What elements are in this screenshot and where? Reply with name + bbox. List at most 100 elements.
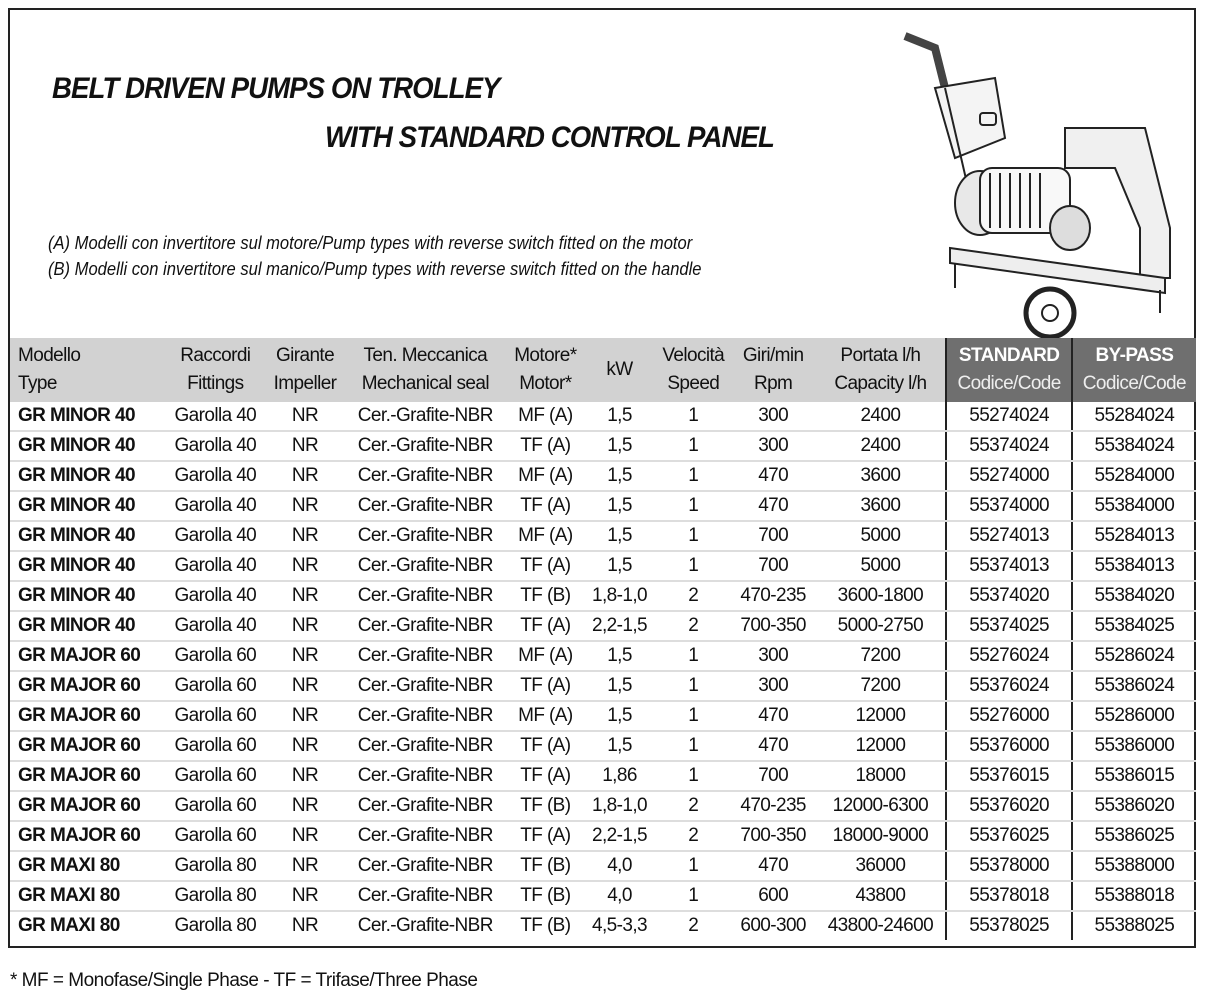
table-cell: GR MAJOR 60 <box>10 731 164 762</box>
table-cell: TF (A) <box>507 731 584 762</box>
table-cell: 470 <box>730 731 816 762</box>
table-cell: 1,5 <box>583 491 656 522</box>
title-line-1: BELT DRIVEN PUMPS ON TROLLEY <box>52 72 500 105</box>
table-cell: Garolla 60 <box>163 791 267 822</box>
table-cell: 55374025 <box>945 611 1072 642</box>
table-cell: NR <box>266 671 344 702</box>
table-cell: 36000 <box>815 851 947 882</box>
table-cell: GR MINOR 40 <box>10 402 164 432</box>
table-cell: 12000 <box>815 701 947 732</box>
table-cell: 1,8-1,0 <box>583 791 656 822</box>
table-cell: 55286024 <box>1070 641 1196 672</box>
table-cell: Cer.-Grafite-NBR <box>343 701 508 732</box>
column-header: Raccordi Fittings <box>163 338 267 402</box>
column-header: Velocità Speed <box>655 338 731 402</box>
table-cell: 470-235 <box>730 581 816 612</box>
table-cell: GR MINOR 40 <box>10 521 164 552</box>
table-row: GR MINOR 40 Garolla 40 NR Cer.-Grafite-NBR T… <box>10 491 1196 522</box>
table-row: GR MAXI 80 Garolla 80 NR Cer.-Grafite-NBR TF… <box>10 851 1196 882</box>
table-cell: 1,5 <box>583 431 656 462</box>
table-cell: 4,0 <box>583 851 656 882</box>
table-cell: 2400 <box>815 431 947 462</box>
table-cell: MF (A) <box>507 641 584 672</box>
table-cell: 55386000 <box>1070 731 1196 762</box>
table-cell: 55388000 <box>1070 851 1196 882</box>
table-cell: GR MAXI 80 <box>10 881 164 912</box>
table-cell: Garolla 80 <box>174 915 257 936</box>
table-cell: 3600 <box>815 461 947 492</box>
table-cell: 2400 <box>815 402 947 432</box>
table-row: GR MINOR 40 Garolla 40 NR Cer.-Grafite-NBR T… <box>10 431 1196 462</box>
table-cell: TF (B) <box>507 581 584 612</box>
table-cell: NR <box>266 551 344 582</box>
table-cell: 43800-24600 <box>827 915 934 936</box>
table-cell: 43800 <box>815 881 947 912</box>
table-cell: 700-350 <box>730 821 816 852</box>
table-cell: 55374000 <box>945 491 1072 522</box>
table-cell: Cer.-Grafite-NBR <box>343 641 508 672</box>
table-cell: 600 <box>730 881 816 912</box>
table-cell: 1,86 <box>583 761 656 792</box>
table-cell: TF (A) <box>507 491 584 522</box>
table-cell: GR MAXI 80 <box>18 915 120 936</box>
table-cell: GR MAJOR 60 <box>10 641 164 672</box>
table-cell: 2 <box>688 915 699 936</box>
table-cell: Garolla 40 <box>163 461 267 492</box>
table-cell: Cer.-Grafite-NBR <box>343 521 508 552</box>
table-cell: TF (B) <box>520 915 571 936</box>
table-cell: TF (A) <box>507 761 584 792</box>
table-cell: Garolla 60 <box>163 731 267 762</box>
table-cell: 55374020 <box>945 581 1072 612</box>
table-cell: 1 <box>655 521 731 552</box>
table-cell: 2,2-1,5 <box>583 821 656 852</box>
table-cell: Cer.-Grafite-NBR <box>343 431 508 462</box>
header-sublabel: Rpm <box>753 373 793 394</box>
table-row: GR MAXI 80 Garolla 80 NR Cer.-Grafite-NBR TF… <box>10 911 1196 940</box>
table-cell: NR <box>266 521 344 552</box>
table-cell: 4,5-3,3 <box>592 915 648 936</box>
table-cell: Garolla 40 <box>163 521 267 552</box>
table-cell: Cer.-Grafite-NBR <box>343 791 508 822</box>
table-cell: MF (A) <box>507 402 584 432</box>
header-sublabel: Codice/Code <box>1082 373 1187 394</box>
table-cell: Garolla 40 <box>163 402 267 432</box>
table-cell: 55274000 <box>945 461 1072 492</box>
table-cell: Garolla 40 <box>163 431 267 462</box>
table-cell: 18000-9000 <box>815 821 947 852</box>
table-cell: GR MINOR 40 <box>10 461 164 492</box>
table-cell: 1,5 <box>583 402 656 432</box>
table-row: GR MINOR 40 Garolla 40 NR Cer.-Grafite-NBR M… <box>10 402 1196 432</box>
table-cell: NR <box>266 491 344 522</box>
table-cell: TF (A) <box>507 611 584 642</box>
table-cell: 600-300 <box>740 915 806 936</box>
table-header-row: Modello Type Raccordi Fittings Girante Impell… <box>10 338 1196 402</box>
table-cell: 5000 <box>815 521 947 552</box>
header-sublabel: Capacity l/h <box>834 373 927 394</box>
column-header: STANDARD Codice/Code <box>945 338 1072 402</box>
table-cell: NR <box>266 641 344 672</box>
table-cell: TF (A) <box>507 551 584 582</box>
table-cell: 18000 <box>815 761 947 792</box>
table-cell: 55276000 <box>945 701 1072 732</box>
table-cell: MF (A) <box>507 701 584 732</box>
table-cell: 55384020 <box>1070 581 1196 612</box>
table-cell: Cer.-Grafite-NBR <box>343 731 508 762</box>
footnote: * MF = Monofase/Single Phase - TF = Trif… <box>10 970 478 991</box>
table-cell: 470-235 <box>730 791 816 822</box>
table-cell: 470 <box>730 851 816 882</box>
table-cell: 1 <box>655 761 731 792</box>
table-cell: 55286000 <box>1070 701 1196 732</box>
table-cell: NR <box>266 431 344 462</box>
table-cell: NR <box>266 611 344 642</box>
table-cell: 7200 <box>815 671 947 702</box>
table-cell: Garolla 60 <box>163 641 267 672</box>
table-cell: NR <box>266 461 344 492</box>
table-cell: 55274024 <box>945 402 1072 432</box>
column-header: Modello Type <box>10 338 164 402</box>
table-cell: 300 <box>730 402 816 432</box>
table-cell: 55378018 <box>945 881 1072 912</box>
table-cell: MF (A) <box>507 461 584 492</box>
table-cell: GR MAJOR 60 <box>10 791 164 822</box>
table-cell: TF (A) <box>507 821 584 852</box>
header-sublabel: Speed <box>667 373 720 394</box>
